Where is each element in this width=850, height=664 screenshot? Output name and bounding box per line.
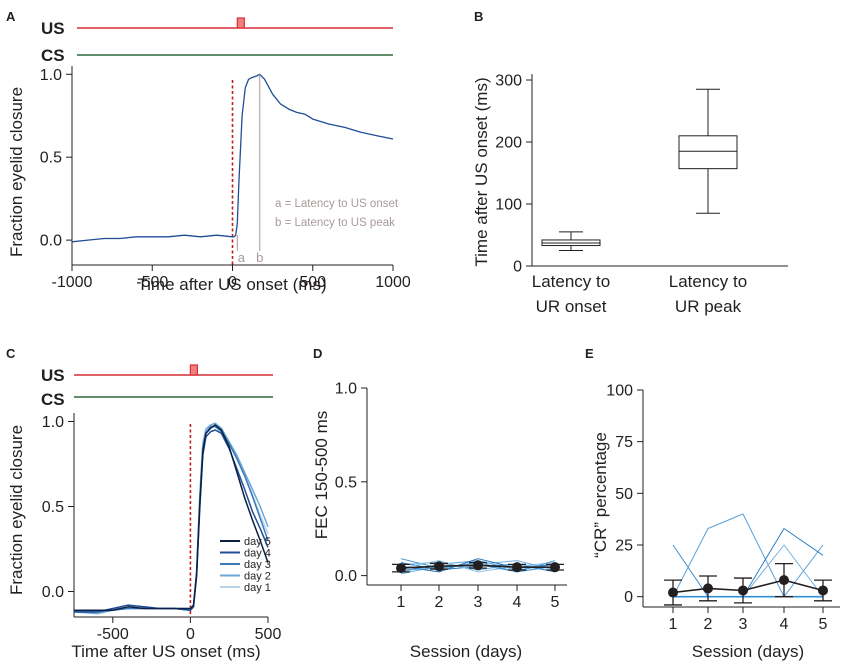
annotation-b: b = Latency to US peak [275,217,395,229]
x-axis-label-e: Session (days) [692,642,804,661]
y-tick-label-d: 0.0 [335,568,357,585]
cs-label-c: CS [41,390,65,409]
panel-letter-c: C [6,346,16,361]
legend-label-day-3: day 3 [244,559,271,571]
mean-point [668,587,678,598]
individual-line [673,528,824,598]
mean-point [818,585,828,596]
y-tick-label-b: 0 [513,259,522,276]
x-tick-label-a: -500 [136,274,168,291]
legend-label-day-1: day 1 [244,582,271,594]
y-tick-label-c: 0.5 [42,499,64,516]
trace-day-1 [74,424,269,613]
x-tick-label-a: 1000 [375,274,411,291]
x-tick-label-a: 0 [228,274,237,291]
y-tick-label-b: 300 [495,73,522,90]
mean-point [473,560,483,571]
annotation-a: a = Latency to US onset [275,198,399,210]
box-2 [678,135,738,170]
y-tick-label-c: 1.0 [42,414,64,431]
mean-point [434,561,444,572]
trace-day-3 [74,425,269,613]
mean-point [396,563,406,574]
x-tick-label-e: 1 [669,616,678,633]
panel-letter-a: A [6,9,16,24]
category-label-2-line-2: UR peak [675,297,742,316]
y-tick-label-e: 0 [624,589,633,606]
x-tick-label-d: 1 [397,594,406,611]
y-axis-label-d: FEC 150-500 ms [312,411,331,540]
x-tick-label-d: 3 [474,594,483,611]
trace-day-2 [73,422,269,615]
x-tick-label-d: 5 [551,594,560,611]
x-tick-label-d: 2 [435,594,444,611]
panel-e: 0 25 50 75 100 1 2 3 4 5 Session (days) “CR” perc… [591,383,840,661]
mean-point [512,562,522,573]
us-pulse-a [236,17,245,29]
y-tick-label-d: 0.5 [335,474,357,491]
stimulus-traces-c: US CS [41,364,273,409]
panel-a: US CS 0.0 0.5 1.0 -1000 -500 0 500 1000 a b a = L… [7,17,411,294]
y-tick-label-b: 100 [495,197,522,214]
us-label-a: US [41,19,65,38]
y-tick-label-b: 200 [495,135,522,152]
y-tick-label-a: 0.5 [40,150,62,167]
y-axis-label-a: Fraction eyelid closure [7,87,26,257]
x-tick-label-c: 500 [255,626,282,643]
y-tick-label-d: 1.0 [335,381,357,398]
x-tick-label-c: -500 [97,626,129,643]
category-label-2-line-1: Latency to [669,272,747,291]
x-tick-label-a: 500 [299,274,326,291]
y-tick-label-e: 25 [615,538,633,555]
panel-d: 0.0 0.5 1.0 1 2 3 4 5 Session (days) FEC 150-50… [312,381,567,661]
x-axis-label-a: Time after US onset (ms) [137,275,326,294]
y-tick-label-c: 0.0 [42,584,64,601]
x-axis-label-d: Session (days) [410,642,522,661]
mean-point [779,575,789,586]
individual-line [672,513,824,598]
cs-label-a: CS [41,46,65,65]
us-label-c: US [41,366,65,385]
category-label-1-line-1: Latency to [532,272,610,291]
x-tick-label-d: 4 [513,594,522,611]
trace-day-5 [74,424,269,611]
panel-letter-b: B [474,9,483,24]
stimulus-traces-a: US CS [41,17,393,65]
x-tick-label-e: 4 [780,616,789,633]
y-tick-label-a: 0.0 [40,233,62,250]
category-label-1-line-2: UR onset [536,297,607,316]
x-tick-label-a: -1000 [52,274,93,291]
mean-point [738,585,748,596]
y-tick-label-a: 1.0 [40,67,62,84]
us-pulse-c [189,364,198,376]
eyelid-trace-a [71,73,394,243]
y-tick-label-e: 75 [615,434,633,451]
trace-day-4 [74,429,269,613]
x-tick-label-e: 5 [819,616,828,633]
x-axis-label-c: Time after US onset (ms) [71,642,260,661]
panel-letter-e: E [585,346,594,361]
y-tick-label-e: 100 [606,383,633,400]
marker-label-a: a [238,250,246,265]
panel-b: 0 100 200 300 Latency to UR onset Latency to U… [472,73,788,316]
panel-letter-d: D [313,346,322,361]
x-tick-label-e: 2 [704,616,713,633]
x-tick-label-c: 0 [186,626,195,643]
legend-label-day-4: day 4 [244,548,271,560]
y-tick-label-e: 50 [615,486,633,503]
y-axis-label-b: Time after US onset (ms) [472,77,491,266]
mean-point [703,583,713,594]
y-axis-label-e: “CR” percentage [591,432,610,558]
y-axis-label-c: Fraction eyelid closure [7,425,26,595]
legend-label-day-2: day 2 [244,571,271,583]
mean-point [550,562,560,573]
marker-label-b: b [256,250,263,265]
x-tick-label-e: 3 [739,616,748,633]
legend-label-day-5: day 5 [244,536,271,548]
